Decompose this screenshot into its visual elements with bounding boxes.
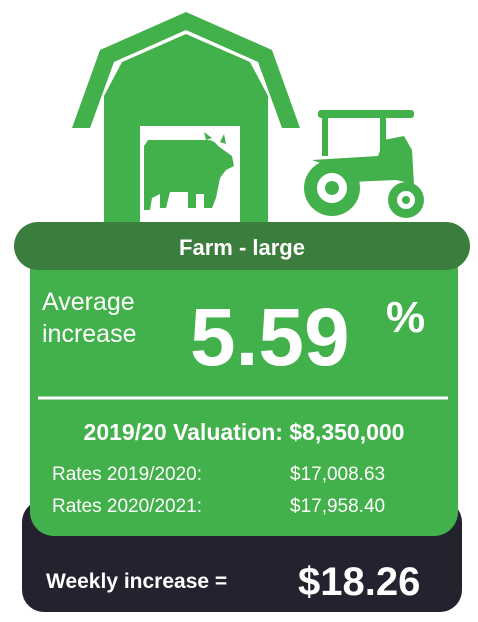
title: Farm - large: [179, 235, 305, 260]
rate-label: Rates 2020/2021:: [52, 496, 202, 517]
average-value: 5.59: [190, 292, 350, 383]
barn-icon: [72, 12, 300, 228]
main-card: [30, 240, 458, 536]
average-label: increase: [42, 320, 137, 348]
weekly-value: $18.26: [298, 560, 420, 604]
weekly-label: Weekly increase =: [46, 570, 227, 593]
average-unit: %: [386, 293, 425, 342]
average-label: Average: [42, 288, 135, 316]
tractor-icon: [304, 110, 424, 218]
infographic: Farm - large Average increase 5.59 % 201…: [0, 0, 478, 617]
rate-value: $17,008.63: [290, 464, 385, 485]
valuation: 2019/20 Valuation: $8,350,000: [84, 419, 405, 445]
rate-value: $17,958.40: [290, 496, 385, 517]
rate-label: Rates 2019/2020:: [52, 464, 202, 485]
